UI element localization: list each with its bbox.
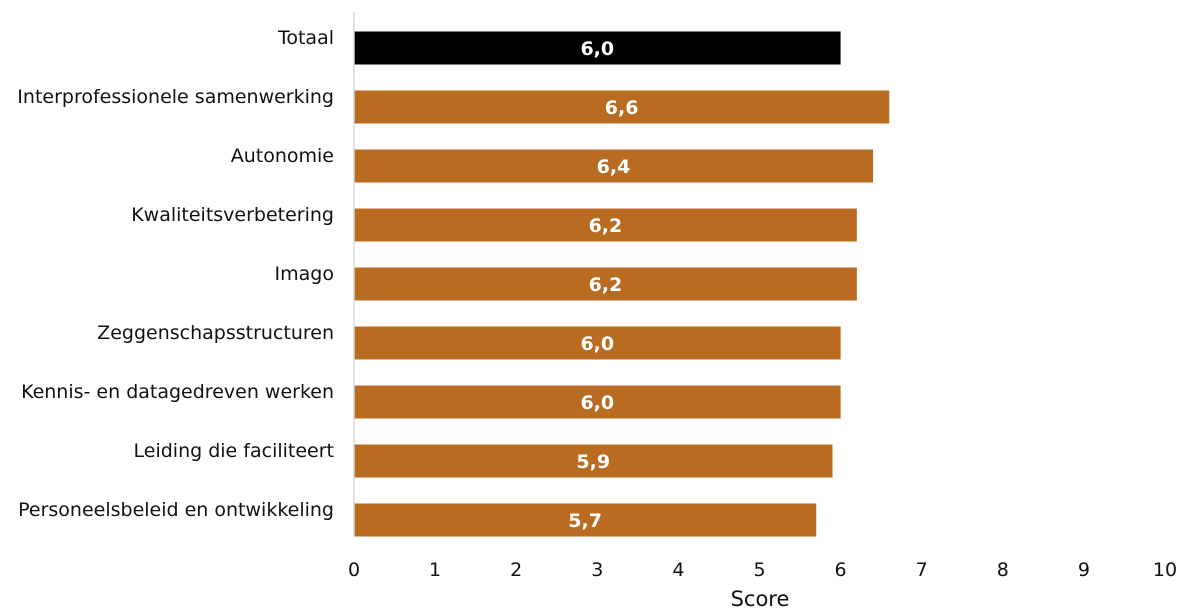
bar-autonomie <box>354 149 874 183</box>
x-tick-label-1: 1 <box>429 559 441 581</box>
value-label-kennis-en-datagedreven-werken: 6,0 <box>580 392 614 414</box>
x-tick-label-4: 4 <box>672 559 684 581</box>
x-axis-title: Score <box>731 587 790 610</box>
x-tick-label-3: 3 <box>591 559 603 581</box>
category-label-autonomie: Autonomie <box>231 145 334 167</box>
category-label-personeelsbeleid-en-ontwikkeling: Personeelsbeleid en ontwikkeling <box>18 499 334 521</box>
category-label-leiding-die-faciliteert: Leiding die faciliteert <box>134 440 334 462</box>
x-tick-label-2: 2 <box>510 559 522 581</box>
category-label-totaal: Totaal <box>277 27 334 49</box>
x-tick-label-10: 10 <box>1153 559 1177 581</box>
x-tick-label-8: 8 <box>997 559 1009 581</box>
value-label-interprofessionele-samenwerking: 6,6 <box>605 97 639 119</box>
bar-imago <box>354 267 857 301</box>
x-tick-label-5: 5 <box>753 559 765 581</box>
value-label-totaal: 6,0 <box>580 38 614 60</box>
x-axis-ticks: 0 1 2 3 4 5 6 7 8 9 10 <box>348 559 1177 581</box>
value-label-imago: 6,2 <box>589 274 623 296</box>
x-tick-label-6: 6 <box>835 559 847 581</box>
x-tick-label-7: 7 <box>916 559 928 581</box>
value-label-autonomie: 6,4 <box>597 156 631 178</box>
category-labels: Totaal Interprofessionele samenwerking Aut… <box>17 27 334 521</box>
bar-interprofessionele-samenwerking <box>354 90 890 124</box>
category-label-imago: Imago <box>275 263 334 285</box>
category-label-interprofessionele-samenwerking: Interprofessionele samenwerking <box>17 86 334 108</box>
x-tick-label-9: 9 <box>1078 559 1090 581</box>
value-label-leiding-die-faciliteert: 5,9 <box>576 451 610 473</box>
bar-leiding-die-faciliteert <box>354 444 833 478</box>
value-label-personeelsbeleid-en-ontwikkeling: 5,7 <box>568 510 602 532</box>
bar-kennis-en-datagedreven-werken <box>354 385 841 419</box>
value-label-zeggenschapsstructuren: 6,0 <box>580 333 614 355</box>
category-label-kwaliteitsverbetering: Kwaliteitsverbetering <box>131 204 334 226</box>
bar-kwaliteitsverbetering <box>354 208 857 242</box>
bar-totaal <box>354 31 841 65</box>
bar-personeelsbeleid-en-ontwikkeling <box>354 503 817 537</box>
bars-layer: 6,0 6,6 6,4 6,2 6,2 6,0 6,0 5,9 5,7 <box>354 31 890 537</box>
value-label-kwaliteitsverbetering: 6,2 <box>589 215 623 237</box>
bar-zeggenschapsstructuren <box>354 326 841 360</box>
category-label-zeggenschapsstructuren: Zeggenschapsstructuren <box>97 322 334 344</box>
category-label-kennis-en-datagedreven-werken: Kennis- en datagedreven werken <box>21 381 334 403</box>
x-tick-label-0: 0 <box>348 559 360 581</box>
